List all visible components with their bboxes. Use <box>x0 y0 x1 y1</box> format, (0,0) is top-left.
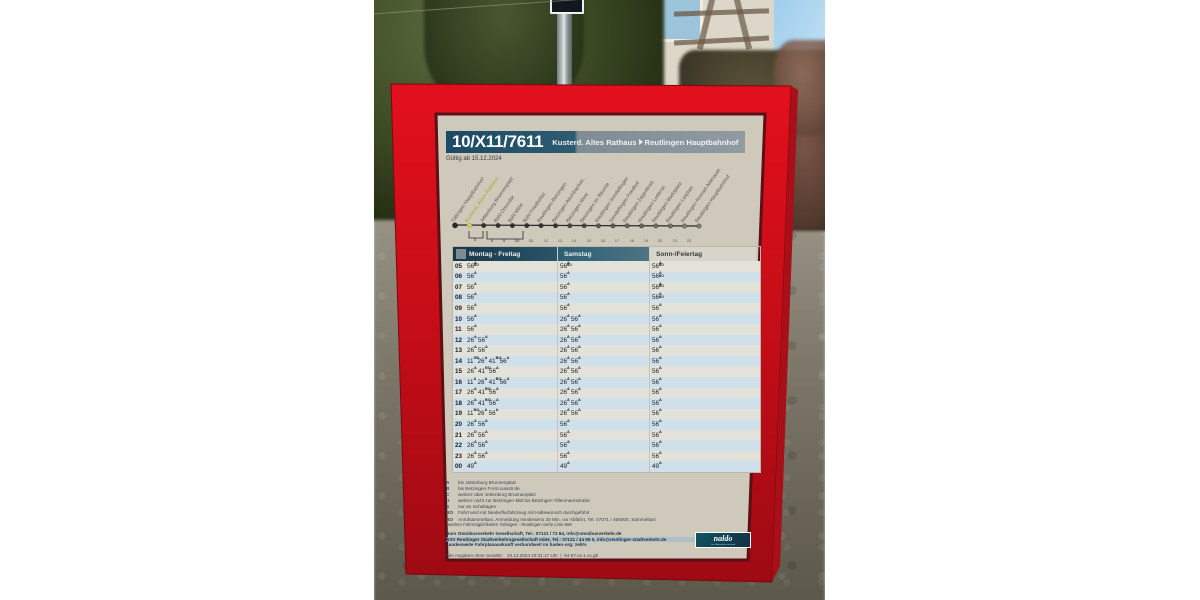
svg-text:12: 12 <box>544 238 549 243</box>
svg-text:22: 22 <box>687 238 692 243</box>
svg-text:14: 14 <box>572 238 577 243</box>
svg-text:10: 10 <box>515 238 520 243</box>
svg-text:15: 15 <box>587 238 592 243</box>
svg-text:19: 19 <box>644 238 649 243</box>
svg-text:17: 17 <box>615 238 620 243</box>
svg-text:16: 16 <box>601 238 606 243</box>
svg-text:11: 11 <box>529 238 534 243</box>
svg-text:13: 13 <box>558 238 563 243</box>
svg-text:21: 21 <box>673 238 678 243</box>
svg-text:20: 20 <box>658 238 663 243</box>
svg-text:18: 18 <box>630 238 635 243</box>
